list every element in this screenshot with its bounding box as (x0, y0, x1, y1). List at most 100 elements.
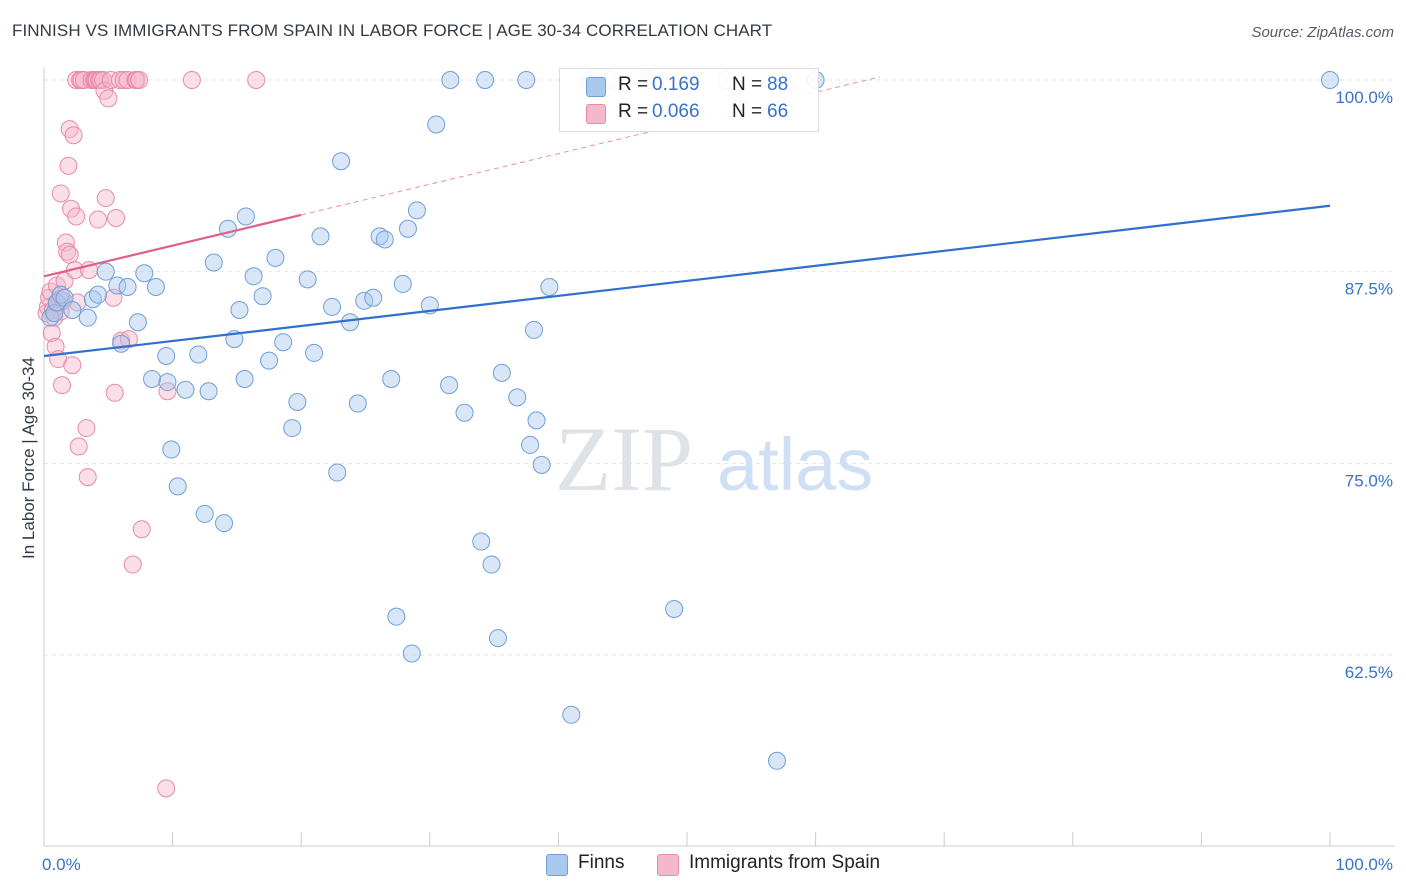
stats-legend: R = 0.169 N = 88 R = 0.066 N = 66 (559, 68, 819, 132)
spain-point (247, 71, 266, 89)
finns-n-label: N = (732, 74, 763, 95)
immigrants-from-spain-points (37, 71, 266, 798)
spain-point (182, 71, 201, 89)
grid-lines (44, 79, 1395, 656)
finns-point (524, 320, 543, 339)
finns-point (455, 403, 474, 422)
spain-point (59, 156, 78, 175)
finns-point (274, 333, 293, 352)
finns-point (305, 343, 324, 362)
spain-r-label: R = (618, 101, 649, 122)
y-tick-label: 62.5% (1345, 663, 1393, 682)
watermark-zip: ZIP (555, 408, 693, 510)
finns-point (488, 629, 507, 648)
watermark-atlas: atlas (717, 423, 873, 506)
y-tick-label: 100.0% (1335, 88, 1393, 107)
finns-point (157, 347, 176, 365)
spain-r-value: 0.066 (652, 101, 700, 122)
finns-point (476, 71, 495, 89)
finns-point (375, 230, 394, 249)
y-axis-label: In Labor Force | Age 30-34 (19, 357, 38, 559)
finns-point (492, 363, 511, 382)
spain-point (78, 468, 97, 487)
spain-point (53, 376, 72, 395)
finns-point (204, 253, 223, 272)
finns-point (387, 607, 406, 626)
finns-point (135, 264, 154, 283)
finns-point (112, 334, 131, 353)
finns-point (266, 248, 285, 267)
x-tick-label-min: 0.0% (42, 855, 81, 874)
finns-point (540, 278, 559, 296)
spain-point (96, 189, 115, 208)
finns-point (96, 262, 115, 281)
finns-point (311, 227, 330, 246)
finns-point (527, 411, 546, 430)
spain-point (69, 437, 88, 456)
finns-point (63, 301, 82, 319)
spain-point (58, 242, 77, 261)
spain-point (63, 356, 82, 375)
finns-point (440, 376, 459, 395)
finns-point (199, 382, 218, 401)
bottom-finns-swatch (546, 854, 568, 876)
spain-point (99, 89, 118, 108)
finns-point (253, 287, 272, 306)
bottom-spain-swatch (657, 854, 679, 876)
finns-point (89, 285, 108, 304)
finns-point (146, 278, 165, 296)
finns-point (665, 600, 684, 618)
spain-point (77, 419, 96, 438)
finns-point (78, 308, 97, 327)
finns-point (370, 227, 389, 246)
finns-point (45, 304, 64, 323)
finns-point (402, 644, 421, 663)
finns-point (215, 514, 234, 533)
finns-point (189, 345, 208, 364)
finns-point (236, 207, 255, 226)
y-tick-label: 75.0% (1345, 471, 1393, 490)
finns-n-value: 88 (767, 74, 789, 95)
finns-point (521, 435, 540, 454)
bottom-spain-label: Immigrants from Spain (689, 852, 881, 873)
finns-point (482, 555, 501, 574)
source-label: Source: ZipAtlas.com (1251, 24, 1394, 41)
finns-point (298, 270, 317, 289)
finns-point (235, 370, 254, 388)
finns-point (364, 288, 383, 307)
finns-point (532, 455, 551, 474)
finns-point (288, 393, 307, 411)
spain-point (64, 126, 83, 145)
finns-points (41, 71, 1339, 770)
finns-point (260, 351, 279, 370)
finns-point (176, 380, 195, 399)
spain-point (42, 324, 61, 342)
finns-point (244, 267, 263, 286)
finns-point (143, 370, 162, 388)
spain-n-label: N = (732, 101, 763, 122)
spain-point (132, 520, 151, 539)
spain-point (89, 210, 108, 229)
finns-point (348, 394, 367, 413)
finns-point (517, 71, 536, 89)
finns-point (195, 504, 214, 523)
spain-point (51, 184, 70, 203)
spain-point (130, 71, 149, 89)
finns-point (118, 278, 137, 296)
spain-point (107, 209, 126, 227)
finns-point (1321, 71, 1339, 89)
finns-point (328, 463, 347, 482)
finns-swatch (586, 77, 606, 97)
finns-point (472, 532, 491, 551)
bottom-finns-label: Finns (578, 852, 625, 873)
finns-point (441, 71, 460, 89)
tick-labels: 62.5% 75.0% 87.5% 100.0% 0.0% 100.0% (42, 88, 1393, 874)
spain-trendline (43, 213, 302, 278)
finns-point (230, 301, 249, 319)
finns-point (168, 477, 187, 496)
spain-point (105, 383, 124, 402)
spain-point (157, 779, 176, 798)
spain-point (67, 207, 86, 226)
finns-r-value: 0.169 (652, 74, 700, 95)
